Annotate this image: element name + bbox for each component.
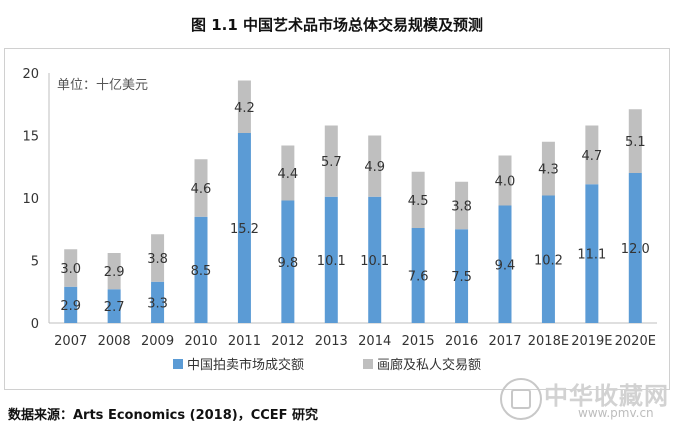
data-label-auction-2020E: 12.0 — [621, 242, 650, 257]
data-source-note: 数据来源：Arts Economics (2018)，CCEF 研究 — [8, 408, 319, 423]
data-label-gallery-2020E: 5.1 — [625, 135, 646, 150]
x-tick-label-2008: 2008 — [98, 334, 131, 349]
data-label-auction-2018E: 10.2 — [534, 253, 563, 268]
data-label-gallery-2009: 3.8 — [147, 252, 168, 267]
data-label-auction-2011: 15.2 — [230, 222, 259, 237]
unit-label: 单位：十亿美元 — [57, 78, 148, 93]
watermark-url: www.pmv.cn — [578, 406, 654, 420]
bar-auction-2020E — [628, 173, 642, 323]
bar-gallery-2013 — [324, 125, 338, 197]
site-watermark: 中华收藏网 www.pmv.cn — [500, 376, 670, 420]
bar-gallery-2011 — [237, 80, 251, 133]
data-label-gallery-2015: 4.5 — [408, 194, 429, 209]
data-label-gallery-2017: 4.0 — [495, 175, 516, 190]
data-label-auction-2007: 2.9 — [60, 299, 81, 314]
bar-gallery-2007 — [64, 249, 78, 287]
data-label-gallery-2019E: 4.7 — [582, 149, 603, 164]
x-tick-label-2018E: 2018E — [528, 334, 569, 349]
legend-swatch-auction — [173, 359, 183, 369]
data-label-auction-2016: 7.5 — [451, 270, 472, 285]
x-tick-label-2011: 2011 — [228, 334, 261, 349]
data-label-gallery-2014: 4.9 — [364, 160, 385, 175]
x-tick-label-2017: 2017 — [488, 334, 521, 349]
bar-gallery-2015 — [411, 171, 425, 228]
bar-auction-2010 — [194, 216, 208, 323]
data-label-gallery-2011: 4.2 — [234, 101, 255, 116]
y-tick-label: 15 — [22, 130, 39, 145]
bar-gallery-2012 — [281, 145, 295, 201]
y-tick-label: 20 — [22, 67, 39, 82]
data-label-auction-2017: 9.4 — [495, 258, 516, 273]
data-label-gallery-2012: 4.4 — [278, 167, 299, 182]
bar-auction-2017 — [498, 205, 512, 323]
data-label-auction-2008: 2.7 — [104, 300, 125, 315]
bar-auction-2012 — [281, 200, 295, 323]
x-tick-label-2010: 2010 — [184, 334, 217, 349]
bar-auction-2015 — [411, 228, 425, 323]
x-tick-label-2012: 2012 — [271, 334, 304, 349]
bar-auction-2014 — [368, 196, 382, 323]
x-tick-label-2013: 2013 — [315, 334, 348, 349]
legend-swatch-gallery — [363, 359, 373, 369]
bar-gallery-2016 — [455, 181, 469, 230]
data-label-auction-2012: 9.8 — [278, 256, 299, 271]
y-tick-label: 10 — [22, 192, 39, 207]
chart-title: 图 1.1 中国艺术品市场总体交易规模及预测 — [190, 16, 484, 34]
data-label-auction-2019E: 11.1 — [577, 248, 606, 263]
y-tick-label: 5 — [31, 255, 39, 270]
x-tick-label-2007: 2007 — [54, 334, 87, 349]
legend-label-auction: 中国拍卖市场成交额 — [187, 357, 304, 373]
chart-frame: 0 5 10 15 20 单位：十亿美元 2.9 3.0 2007 2.7 2.9 2008 3.3 3.… — [4, 48, 670, 390]
x-tick-label-2014: 2014 — [358, 334, 391, 349]
data-label-auction-2013: 10.1 — [317, 254, 346, 269]
y-tick-label: 0 — [31, 317, 39, 332]
x-tick-label-2019E: 2019E — [571, 334, 612, 349]
bar-gallery-2009 — [151, 234, 165, 282]
bar-gallery-2014 — [368, 135, 382, 197]
bar-auction-2019E — [585, 184, 599, 323]
bar-auction-2011 — [237, 133, 251, 323]
data-label-gallery-2016: 3.8 — [451, 200, 472, 215]
bar-auction-2013 — [324, 196, 338, 323]
bar-auction-2008 — [107, 289, 121, 323]
watermark-name: 中华收藏网 — [544, 381, 669, 410]
bar-gallery-2020E — [628, 109, 642, 173]
data-label-auction-2015: 7.6 — [408, 270, 429, 285]
bar-gallery-2008 — [107, 253, 121, 290]
data-label-gallery-2007: 3.0 — [60, 262, 81, 277]
bar-gallery-2019E — [585, 125, 599, 185]
x-tick-label-2009: 2009 — [141, 334, 174, 349]
data-label-gallery-2018E: 4.3 — [538, 163, 559, 178]
bar-auction-2009 — [151, 281, 165, 323]
stacked-bar-chart: 0 5 10 15 20 单位：十亿美元 2.9 3.0 2007 2.7 2.9 2008 3.3 3.… — [22, 67, 657, 373]
data-label-auction-2009: 3.3 — [147, 296, 168, 311]
data-label-auction-2010: 8.5 — [191, 264, 212, 279]
bar-gallery-2017 — [498, 155, 512, 206]
bar-gallery-2010 — [194, 159, 208, 217]
data-label-auction-2014: 10.1 — [360, 254, 389, 269]
x-tick-label-2020E: 2020E — [615, 334, 656, 349]
data-label-gallery-2008: 2.9 — [104, 265, 125, 280]
bar-auction-2007 — [64, 286, 78, 323]
bar-auction-2016 — [455, 229, 469, 323]
bar-auction-2018E — [541, 195, 555, 323]
x-tick-label-2015: 2015 — [402, 334, 435, 349]
bar-gallery-2018E — [541, 141, 555, 196]
data-label-gallery-2013: 5.7 — [321, 155, 342, 170]
legend-label-gallery: 画廊及私人交易额 — [377, 357, 481, 373]
data-label-gallery-2010: 4.6 — [191, 182, 212, 197]
x-tick-label-2016: 2016 — [445, 334, 478, 349]
watermark-seal-icon — [500, 378, 542, 420]
